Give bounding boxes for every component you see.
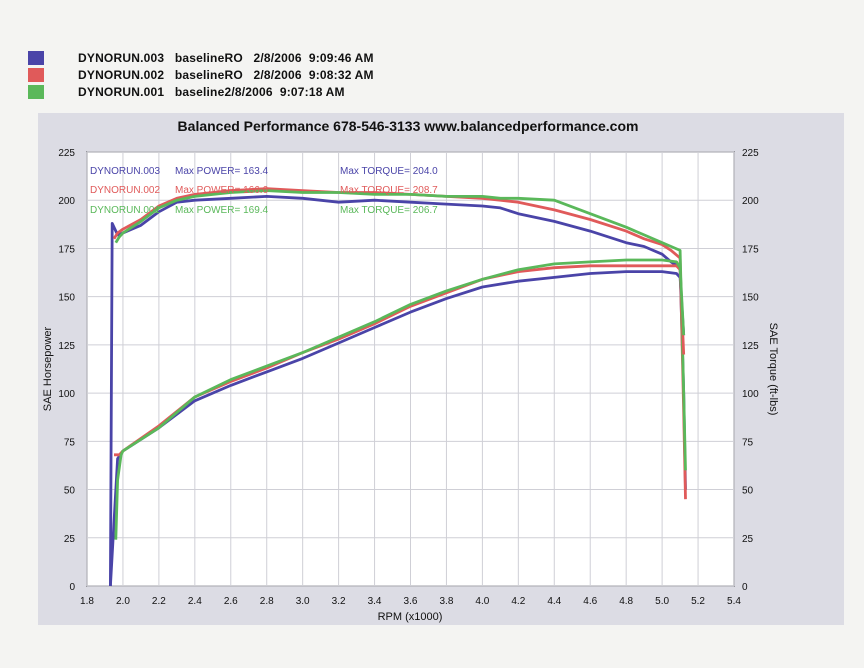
- y-tick-label: 0: [69, 582, 75, 593]
- y2-tick-label: 25: [742, 534, 754, 545]
- annotation-label: DYNORUN.003: [90, 166, 160, 177]
- annotation-label: DYNORUN.002: [90, 185, 160, 196]
- y2-tick-label: 200: [742, 196, 759, 207]
- x-tick-label: 2.2: [152, 596, 166, 607]
- x-tick-label: 4.2: [511, 596, 525, 607]
- series-line-torque-dynorun-003: [109, 195, 687, 587]
- y2-tick-label: 75: [742, 437, 754, 448]
- x-tick-label: 3.0: [296, 596, 310, 607]
- chart-title: Balanced Performance 678-546-3133 www.ba…: [178, 118, 639, 134]
- y-tick-label: 125: [58, 341, 75, 352]
- annotation-label: Max POWER= 169.4: [175, 205, 269, 216]
- legend-item-dynorun-002: DYNORUN.002 baselineRO 2/8/2006 9:08:32 …: [28, 67, 374, 83]
- y2-tick-label: 100: [742, 389, 759, 400]
- y2-tick-label: 125: [742, 341, 759, 352]
- legend-item-dynorun-003: DYNORUN.003 baselineRO 2/8/2006 9:09:46 …: [28, 50, 374, 66]
- legend-label: DYNORUN.001 baseline2/8/2006 9:07:18 AM: [78, 85, 345, 99]
- y-tick-label: 100: [58, 389, 75, 400]
- x-tick-label: 4.4: [547, 596, 561, 607]
- annotation-label: Max POWER= 166.6: [175, 185, 269, 196]
- x-tick-label: 3.2: [332, 596, 346, 607]
- x-tick-label: 3.4: [368, 596, 382, 607]
- x-tick-label: 5.4: [727, 596, 741, 607]
- x-tick-label: 1.8: [80, 596, 94, 607]
- x-tick-label: 4.8: [619, 596, 633, 607]
- y-tick-label: 75: [64, 437, 76, 448]
- legend-label: DYNORUN.002 baselineRO 2/8/2006 9:08:32 …: [78, 68, 374, 82]
- series-line-power-dynorun-001: [114, 258, 686, 540]
- x-tick-label: 4.6: [583, 596, 597, 607]
- y-tick-label: 225: [58, 148, 75, 159]
- x-tick-label: 3.8: [439, 596, 453, 607]
- y-tick-label: 175: [58, 244, 75, 255]
- y2-tick-label: 50: [742, 486, 754, 497]
- legend: DYNORUN.003 baselineRO 2/8/2006 9:09:46 …: [28, 50, 374, 101]
- y-tick-label: 200: [58, 196, 75, 207]
- x-tick-label: 5.2: [691, 596, 705, 607]
- y2-tick-label: 0: [742, 582, 748, 593]
- x-tick-label: 3.6: [404, 596, 418, 607]
- y-tick-label: 50: [64, 486, 76, 497]
- annotation-label: Max TORQUE= 206.7: [340, 205, 438, 216]
- annotation-label: Max TORQUE= 208.7: [340, 185, 438, 196]
- y2-tick-label: 150: [742, 293, 759, 304]
- legend-item-dynorun-001: DYNORUN.001 baseline2/8/2006 9:07:18 AM: [28, 84, 374, 100]
- y-tick-label: 150: [58, 293, 75, 304]
- annotation-label: Max TORQUE= 204.0: [340, 166, 438, 177]
- y2-tick-label: 225: [742, 148, 759, 159]
- y-axis-label: SAE Horsepower: [42, 326, 54, 411]
- annotation-label: Max POWER= 163.4: [175, 166, 269, 177]
- legend-swatch: [28, 85, 44, 99]
- legend-swatch: [28, 51, 44, 65]
- annotation-label: DYNORUN.001: [90, 205, 160, 216]
- series-line-torque-dynorun-001: [114, 189, 687, 471]
- y2-tick-label: 175: [742, 244, 759, 255]
- x-tick-label: 2.6: [224, 596, 238, 607]
- x-tick-label: 5.0: [655, 596, 669, 607]
- y2-axis-label: SAE Torque (ft-lbs): [767, 323, 779, 416]
- legend-label: DYNORUN.003 baselineRO 2/8/2006 9:09:46 …: [78, 51, 374, 65]
- x-tick-label: 4.0: [475, 596, 489, 607]
- x-tick-label: 2.0: [116, 596, 130, 607]
- x-tick-label: 2.8: [260, 596, 274, 607]
- x-axis-label: RPM (x1000): [378, 611, 443, 623]
- x-tick-label: 2.4: [188, 596, 202, 607]
- y-tick-label: 25: [64, 534, 76, 545]
- legend-swatch: [28, 68, 44, 82]
